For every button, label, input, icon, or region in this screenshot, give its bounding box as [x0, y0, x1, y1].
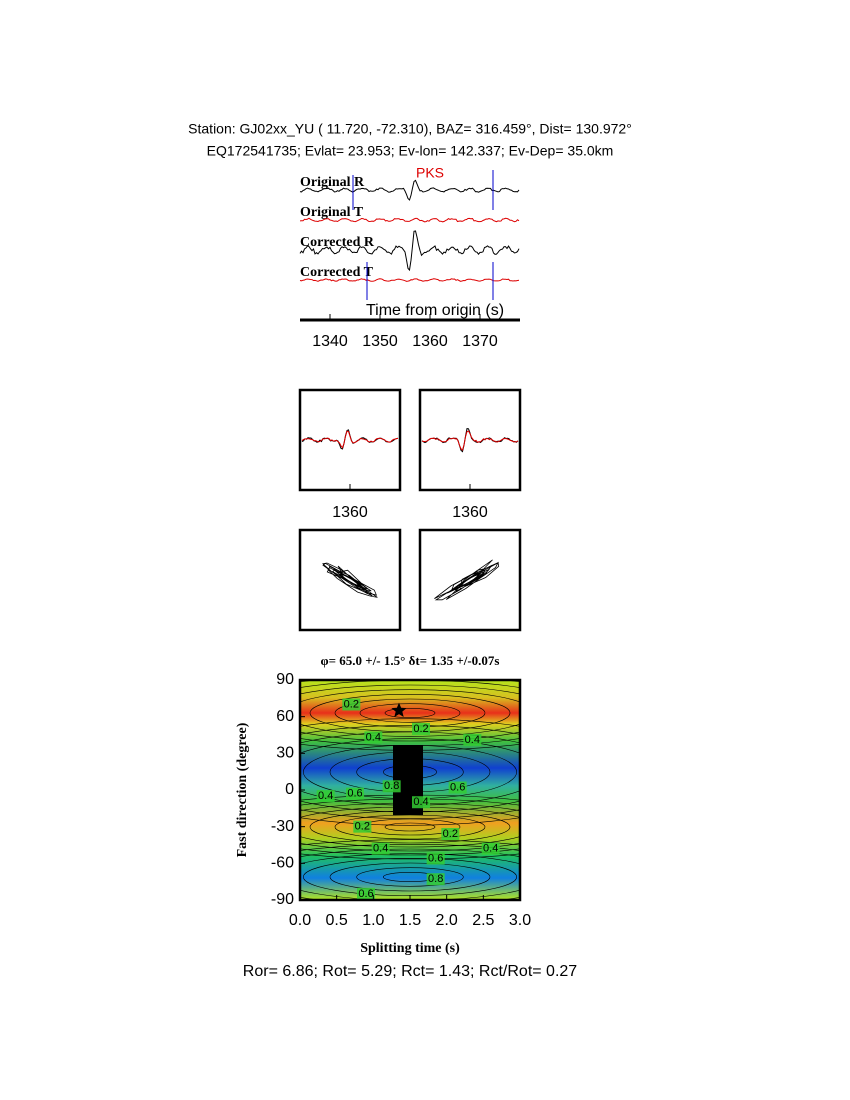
contour-line [329, 862, 491, 892]
contour-label-box [412, 722, 430, 735]
x-tick-label: 2.0 [436, 912, 458, 929]
x-tick-label: 0.0 [289, 912, 311, 929]
best-estimate [391, 702, 407, 717]
header-line: Station: GJ02xx_YU ( 11.720, -72.310), B… [188, 121, 632, 137]
contour-line [300, 839, 520, 846]
trace-label: Corrected T [300, 265, 374, 280]
contour-label-box [426, 852, 445, 865]
contour-label: 0.4 [483, 843, 498, 855]
contour-line [300, 718, 520, 826]
contour-label: 0.4 [318, 790, 333, 802]
contour-label-box [364, 731, 383, 744]
contour-line [300, 689, 520, 737]
x-tick-label: 1.5 [399, 912, 421, 929]
panel-frame [298, 528, 402, 632]
trace [301, 430, 398, 449]
contour-label-box [412, 796, 430, 809]
contour-label-box [357, 887, 375, 900]
contour-label: 0.2 [443, 828, 458, 840]
contour-line [309, 694, 511, 732]
contour-label-box [346, 787, 364, 800]
y-tick-label: -60 [271, 855, 294, 872]
x-tick-label: 2.5 [472, 912, 494, 929]
contour-line [384, 822, 436, 832]
contour-line [356, 867, 464, 887]
contour-line [359, 703, 461, 723]
contour-label: 0.2 [355, 821, 370, 833]
contour-label-box [441, 828, 460, 840]
contour-label-box [353, 820, 372, 833]
contour-label: 0.8 [428, 873, 443, 885]
trace [299, 278, 520, 282]
y-tick-label: -30 [271, 818, 294, 835]
contour-label-box [463, 733, 482, 746]
contour-label: 0.4 [366, 731, 381, 743]
x-axis-label: Time from origin (s) [366, 302, 504, 319]
contour-label: 0.4 [413, 796, 428, 808]
trace [299, 230, 520, 272]
contour-label: 0.2 [413, 723, 428, 735]
trace-label: Original R [300, 175, 365, 190]
contour-label-box [371, 842, 390, 855]
contour-label-box [426, 873, 445, 886]
contour-line [300, 725, 520, 819]
contour-label: 0.2 [344, 698, 359, 710]
y-tick-label: 0 [285, 781, 294, 798]
header-line: EQ172541735; Evlat= 23.953; Ev-lon= 142.… [207, 143, 614, 159]
phase-label: PKS [416, 165, 444, 181]
contour-label: 0.4 [373, 843, 388, 855]
y-tick-label: 90 [276, 671, 294, 688]
contour-label-box [316, 790, 335, 803]
x-tick-label: 1340 [312, 333, 348, 350]
y-tick-label: 30 [276, 745, 294, 762]
y-axis-label: Fast direction (degree) [235, 722, 250, 857]
footer: Ror= 6.86; Rot= 5.29; Rct= 1.43; Rct/Rot… [243, 963, 578, 980]
panel-frame [418, 388, 522, 492]
plot-title: φ= 65.0 +/- 1.5° δt= 1.35 +/-0.07s [321, 653, 500, 668]
contour-line [384, 708, 436, 718]
contour-line [300, 844, 520, 851]
contour-label: 0.6 [358, 888, 373, 900]
x-tick-label: 1360 [332, 504, 368, 521]
contour-label: 0.6 [450, 781, 465, 793]
panel-frame [418, 528, 522, 632]
contour-label: 0.8 [384, 780, 399, 792]
contour-line [334, 698, 486, 728]
y-tick-label: -90 [271, 891, 294, 908]
trace [421, 428, 519, 453]
particle-motion [434, 559, 500, 601]
x-tick-label: 1370 [462, 333, 498, 350]
particle-motion [322, 562, 378, 598]
contour-label-box [342, 698, 361, 711]
x-tick-label: 3.0 [509, 912, 531, 929]
x-tick-label: 1360 [452, 504, 488, 521]
contour-label-box [481, 842, 500, 855]
contour-label: 0.6 [428, 852, 443, 864]
contour-label-box [382, 780, 401, 793]
x-tick-label: 0.5 [326, 912, 348, 929]
contour-line [300, 853, 520, 900]
contour-label-box [448, 781, 467, 794]
contour-label: 0.4 [465, 734, 480, 746]
contour-label: 0.6 [347, 788, 362, 800]
x-tick-label: 1360 [412, 333, 448, 350]
trace [299, 217, 520, 223]
trace [421, 430, 519, 451]
contour-line [300, 848, 520, 900]
x-tick-label: 1.0 [362, 912, 384, 929]
x-tick-label: 1350 [362, 333, 398, 350]
y-tick-label: 60 [276, 708, 294, 725]
trace [299, 179, 520, 201]
trace-label: Corrected R [300, 235, 375, 250]
x-axis-label: Splitting time (s) [360, 941, 460, 956]
contour-lines [300, 680, 520, 900]
contour-line [300, 684, 520, 742]
trace-label: Original T [300, 205, 364, 220]
